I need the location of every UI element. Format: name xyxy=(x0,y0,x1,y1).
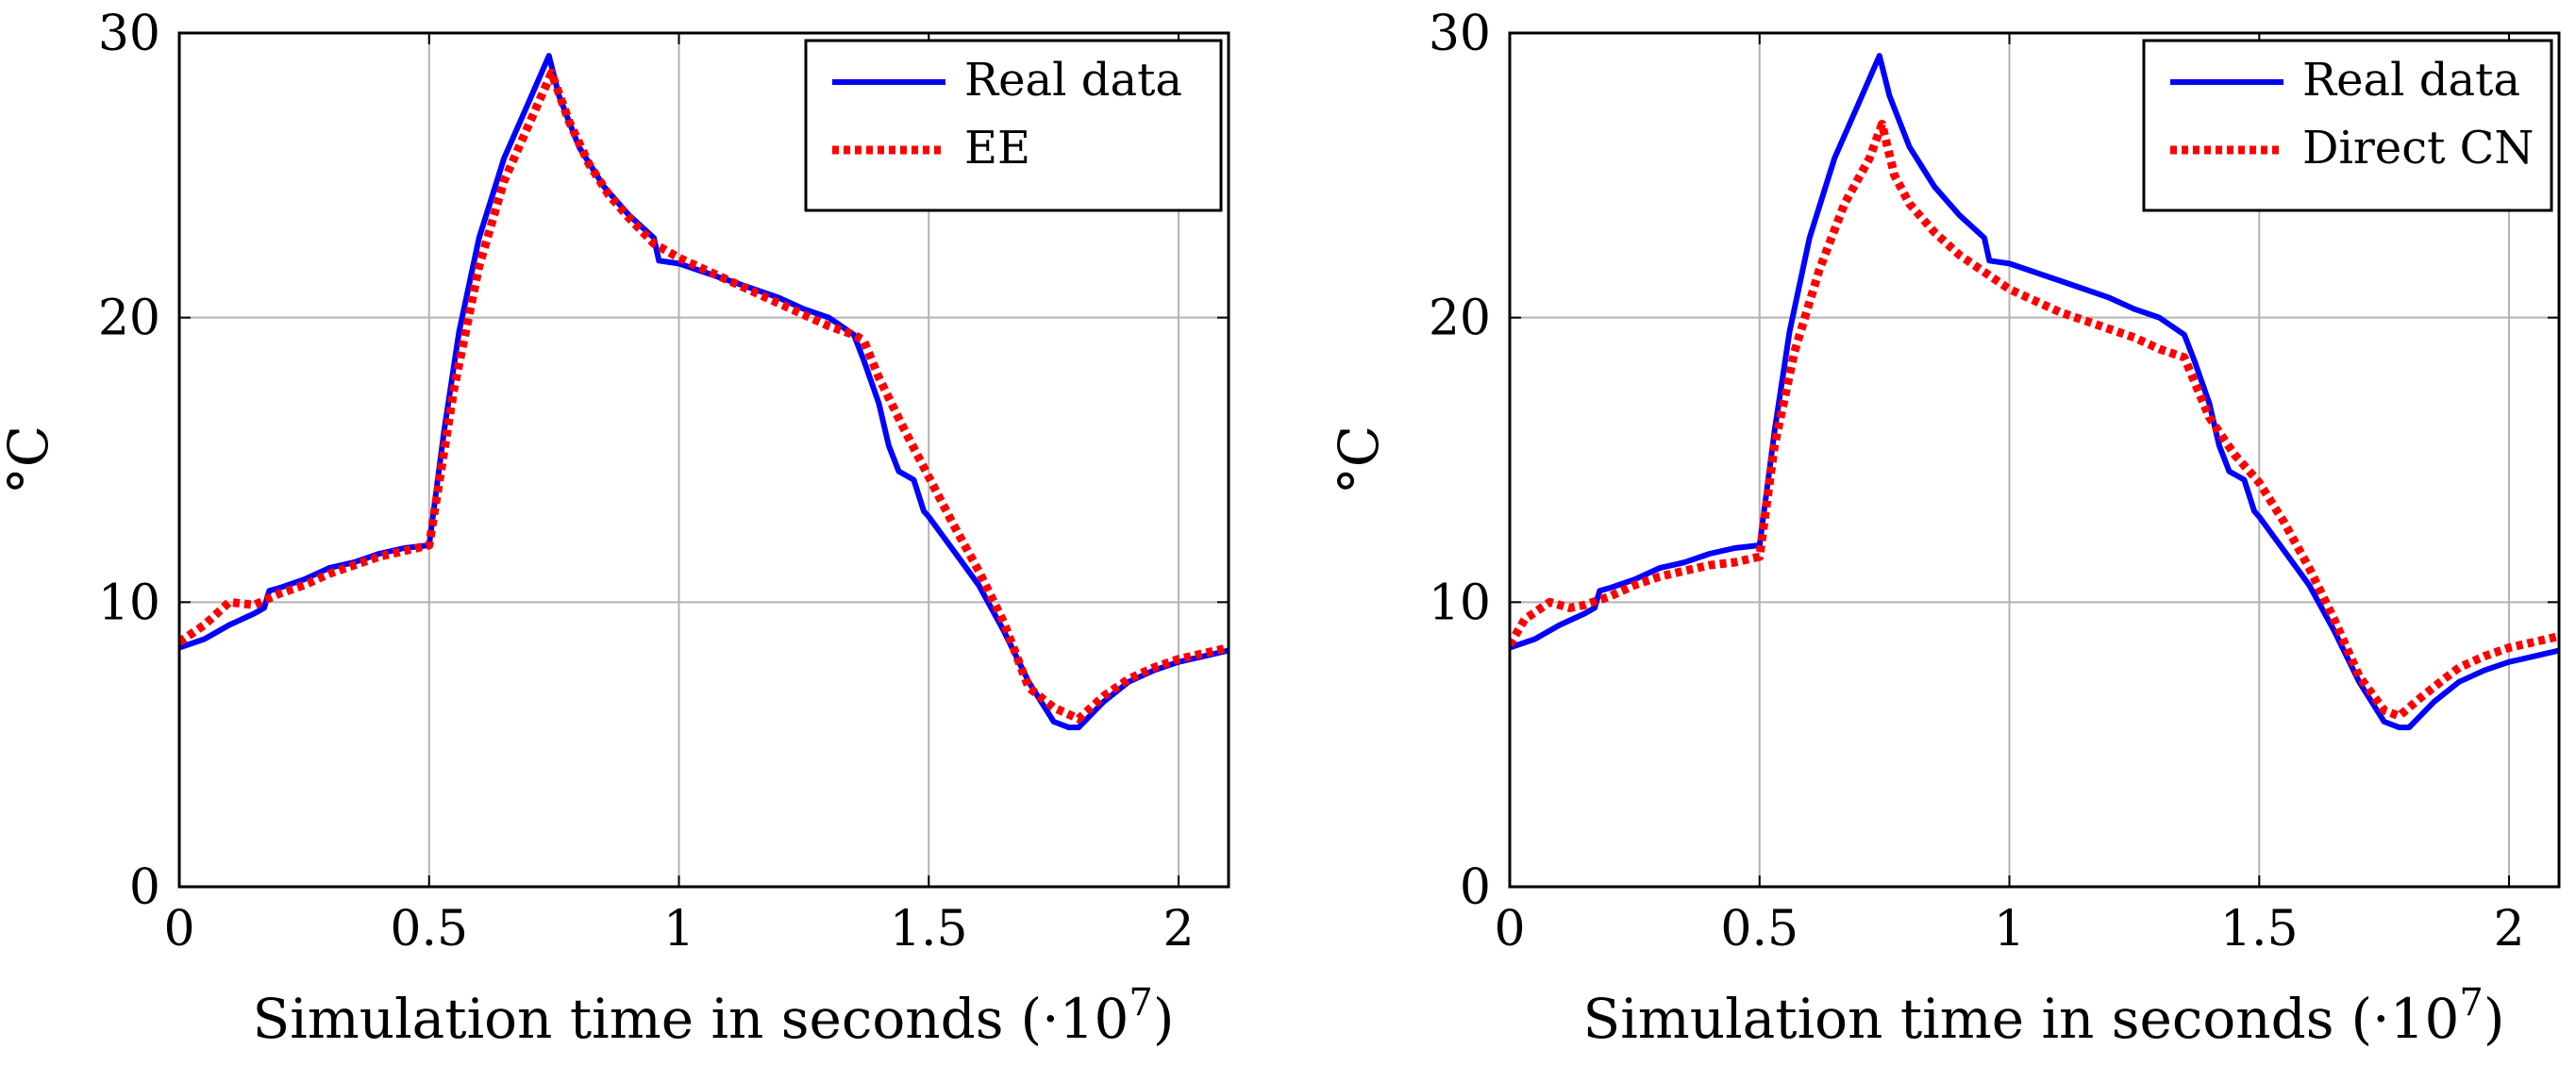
x-axis-label-unit: (·10 xyxy=(2351,987,2460,1051)
y-axis-label: °C xyxy=(0,425,60,494)
x-tick-label: 1.5 xyxy=(890,901,968,958)
plot-frame xyxy=(1508,31,2561,889)
legend-label: Direct CN xyxy=(2302,122,2534,175)
series-group xyxy=(1510,53,2559,731)
x-tick-label: 0 xyxy=(163,901,194,958)
y-tick-label: 0 xyxy=(129,859,160,916)
x-axis-label: Simulation time in seconds (·107) xyxy=(253,981,1175,1051)
x-tick-label: 0.5 xyxy=(1720,901,1798,958)
x-axis-label-close: ) xyxy=(1153,987,1175,1051)
y-tick-label: 0 xyxy=(1460,859,1491,916)
x-axis-label-exponent: 7 xyxy=(2459,981,2483,1024)
legend-box xyxy=(2142,39,2553,212)
legend-label: Real data xyxy=(2302,54,2520,107)
y-tick-label: 30 xyxy=(1429,6,1491,62)
x-axis-label-close: ) xyxy=(2484,987,2505,1051)
y-tick-label: 20 xyxy=(98,291,160,347)
y-tick-label: 10 xyxy=(1429,575,1491,631)
legend-label: Real data xyxy=(964,54,1182,107)
legend: Real data Direct CN xyxy=(2142,39,2553,212)
x-tick-label: 1 xyxy=(663,901,694,958)
series-line-ee xyxy=(179,68,1229,724)
plot-frame xyxy=(177,31,1230,889)
series-line-real-data xyxy=(1510,53,2559,731)
x-tick-label: 1 xyxy=(1994,901,2025,958)
y-axis-label: °C xyxy=(1327,425,1391,494)
series-group xyxy=(179,53,1229,731)
x-tick-label: 0 xyxy=(1494,901,1525,958)
x-axis-label: Simulation time in seconds (·107) xyxy=(1583,981,2505,1051)
y-tick-label: 10 xyxy=(98,575,160,631)
x-tick-label: 2 xyxy=(2494,901,2525,958)
x-tick-label: 0.5 xyxy=(390,901,468,958)
series-line-direct-cn xyxy=(1510,120,2559,721)
legend-box xyxy=(804,39,1223,212)
x-axis-label-exponent: 7 xyxy=(1129,981,1152,1024)
legend-label: EE xyxy=(964,122,1030,175)
legend: Real data EE xyxy=(804,39,1223,212)
x-tick-label: 2 xyxy=(1163,901,1195,958)
y-tick-label: 20 xyxy=(1429,291,1491,347)
x-tick-label: 1.5 xyxy=(2220,901,2299,958)
x-axis-label-main: Simulation time in seconds xyxy=(253,987,1004,1051)
y-tick-label: 30 xyxy=(98,6,160,62)
x-axis-label-main: Simulation time in seconds xyxy=(1583,987,2334,1051)
x-axis-label-unit: (·10 xyxy=(1021,987,1129,1051)
